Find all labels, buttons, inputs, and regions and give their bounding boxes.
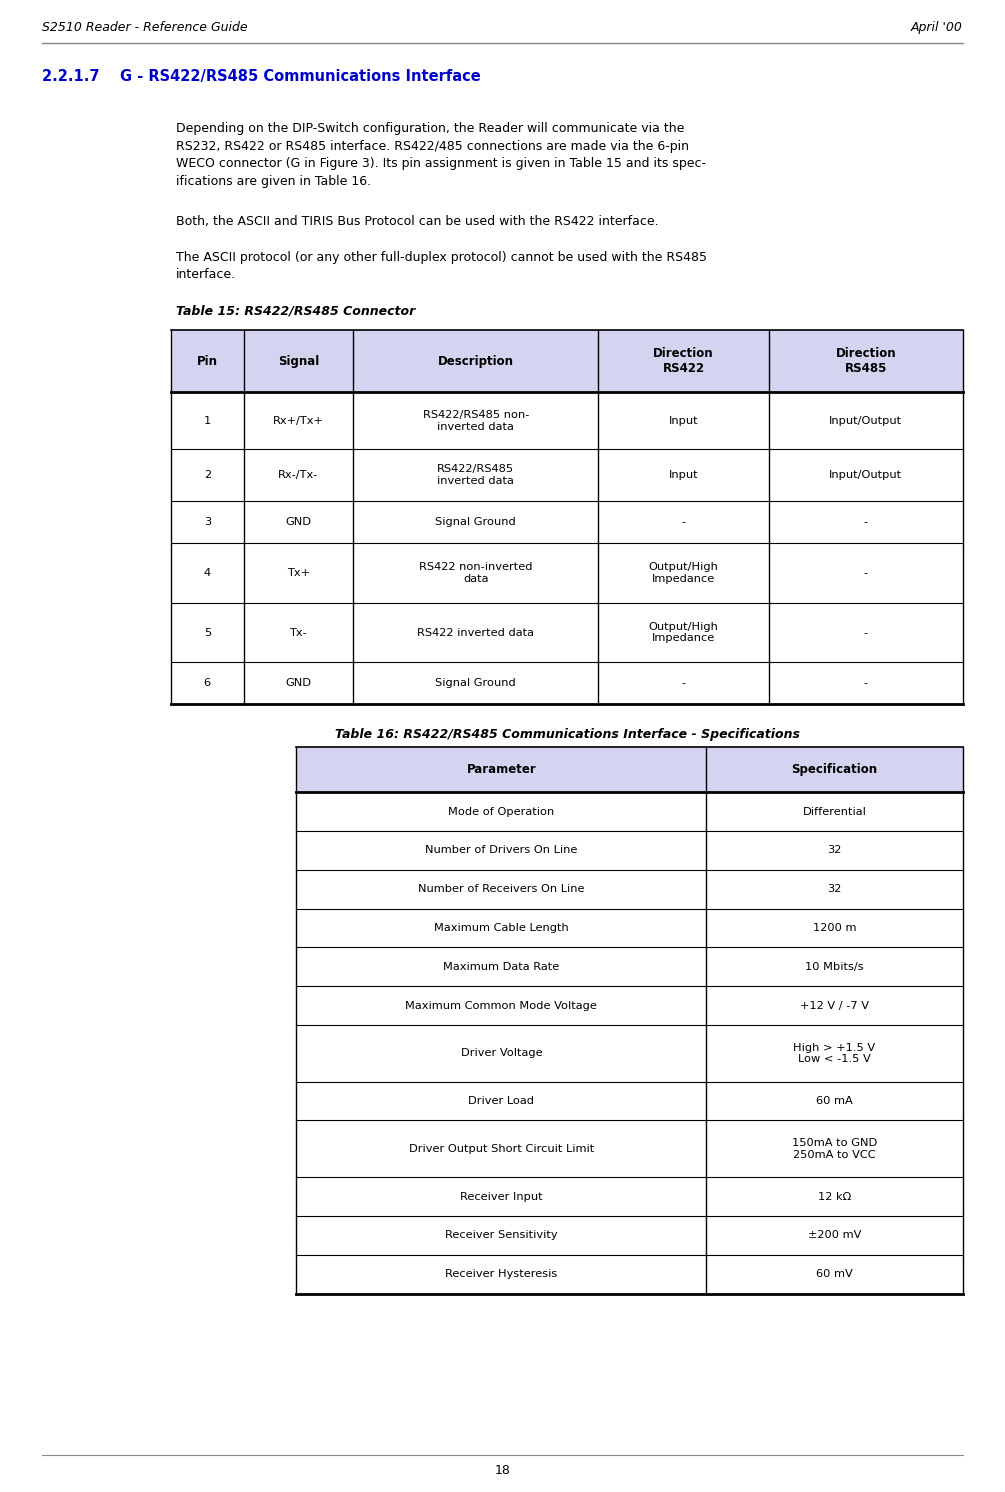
Text: -: - [681,679,685,688]
Text: Maximum Cable Length: Maximum Cable Length [434,924,569,932]
Text: 4: 4 [204,568,211,577]
Text: Output/High
Impedance: Output/High Impedance [648,622,719,643]
Text: 60 mA: 60 mA [816,1097,853,1106]
Bar [296,747,963,792]
Text: Input: Input [668,470,698,480]
Text: Receiver Hysteresis: Receiver Hysteresis [445,1270,558,1279]
Text: RS422/RS485 non-
inverted data: RS422/RS485 non- inverted data [422,410,529,431]
Text: Table 15: RS422/RS485 Connector: Table 15: RS422/RS485 Connector [176,304,415,318]
Text: Output/High
Impedance: Output/High Impedance [648,562,719,583]
Text: Input/Output: Input/Output [829,470,902,480]
Text: 60 mV: 60 mV [816,1270,853,1279]
Text: High > +1.5 V
Low < -1.5 V: High > +1.5 V Low < -1.5 V [794,1043,875,1064]
Text: Maximum Common Mode Voltage: Maximum Common Mode Voltage [405,1001,597,1010]
Text: April '00: April '00 [911,21,963,34]
Text: RS422/RS485
inverted data: RS422/RS485 inverted data [437,464,515,486]
Text: -: - [863,518,868,527]
Text: S2510 Reader - Reference Guide: S2510 Reader - Reference Guide [42,21,248,34]
Text: RS422 inverted data: RS422 inverted data [417,628,535,637]
Text: 2: 2 [204,470,211,480]
Text: Driver Voltage: Driver Voltage [460,1049,542,1058]
Text: 32: 32 [827,885,842,894]
Text: Both, the ASCII and TIRIS Bus Protocol can be used with the RS422 interface.: Both, the ASCII and TIRIS Bus Protocol c… [176,215,658,228]
Text: Parameter: Parameter [466,764,537,776]
Text: Depending on the DIP-Switch configuration, the Reader will communicate via the
R: Depending on the DIP-Switch configuratio… [176,122,706,188]
Text: Signal Ground: Signal Ground [435,518,517,527]
Text: Input/Output: Input/Output [829,416,902,425]
Text: 1: 1 [204,416,211,425]
Text: Rx+/Tx+: Rx+/Tx+ [273,416,324,425]
Text: 150mA to GND
250mA to VCC: 150mA to GND 250mA to VCC [792,1138,877,1159]
Text: 5: 5 [204,628,211,637]
Text: Specification: Specification [792,764,877,776]
Text: Tx-: Tx- [289,628,308,637]
Text: ±200 mV: ±200 mV [808,1231,861,1240]
Text: 3: 3 [204,518,211,527]
Text: Signal Ground: Signal Ground [435,679,517,688]
Text: The ASCII protocol (or any other full-duplex protocol) cannot be used with the R: The ASCII protocol (or any other full-du… [176,251,707,280]
Text: Tx+: Tx+ [286,568,310,577]
Text: 10 Mbits/s: 10 Mbits/s [805,962,864,971]
Text: Mode of Operation: Mode of Operation [448,807,555,816]
Text: Driver Output Short Circuit Limit: Driver Output Short Circuit Limit [409,1144,594,1153]
Text: Rx-/Tx-: Rx-/Tx- [278,470,319,480]
Text: 6: 6 [204,679,211,688]
Text: Receiver Input: Receiver Input [460,1192,543,1201]
Text: Description: Description [438,355,514,367]
Text: -: - [863,628,868,637]
Text: Table 16: RS422/RS485 Communications Interface - Specifications: Table 16: RS422/RS485 Communications Int… [336,728,800,742]
Text: -: - [863,679,868,688]
Text: GND: GND [285,518,312,527]
Text: -: - [863,568,868,577]
Text: -: - [681,518,685,527]
Text: Number of Drivers On Line: Number of Drivers On Line [425,846,578,855]
Text: Differential: Differential [803,807,866,816]
Text: 1200 m: 1200 m [813,924,856,932]
Text: GND: GND [285,679,312,688]
Bar [171,330,963,392]
Text: Pin: Pin [197,355,218,367]
Text: Direction
RS485: Direction RS485 [835,348,896,374]
Text: Number of Receivers On Line: Number of Receivers On Line [418,885,585,894]
Text: 12 kΩ: 12 kΩ [818,1192,851,1201]
Text: 2.2.1.7    G - RS422/RS485 Communications Interface: 2.2.1.7 G - RS422/RS485 Communications I… [42,69,481,84]
Text: 18: 18 [494,1464,511,1477]
Text: +12 V / -7 V: +12 V / -7 V [800,1001,869,1010]
Text: Driver Load: Driver Load [468,1097,535,1106]
Text: RS422 non-inverted
data: RS422 non-inverted data [419,562,533,583]
Text: Receiver Sensitivity: Receiver Sensitivity [445,1231,558,1240]
Text: Input: Input [668,416,698,425]
Text: Signal: Signal [277,355,319,367]
Text: Direction
RS422: Direction RS422 [653,348,714,374]
Text: Maximum Data Rate: Maximum Data Rate [443,962,560,971]
Text: 32: 32 [827,846,842,855]
